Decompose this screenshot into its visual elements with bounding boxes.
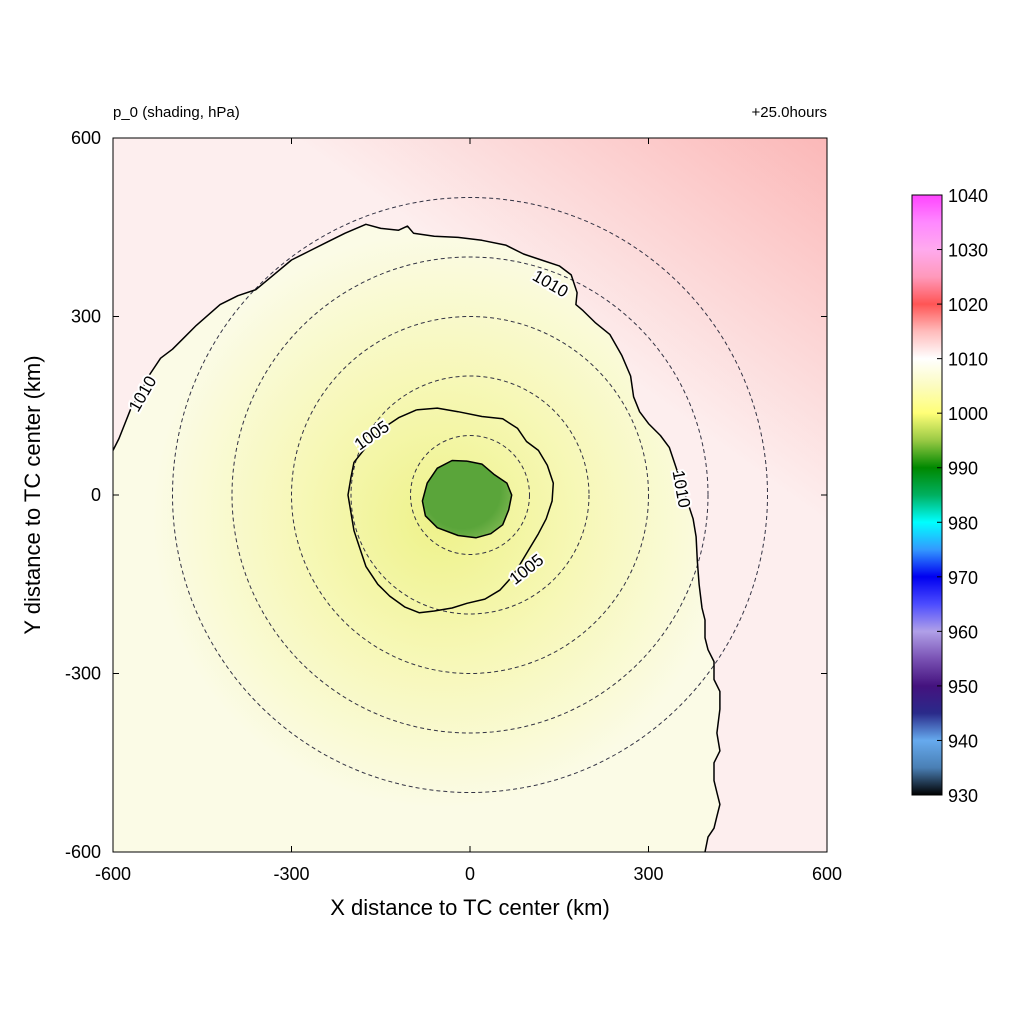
colorbar-tick-label: 940 [948, 731, 978, 751]
colorbar-tick-label: 1040 [948, 186, 988, 206]
colorbar-tick-label: 1000 [948, 404, 988, 424]
colorbar-tick-label: 980 [948, 513, 978, 533]
pressure-field-interior [113, 224, 720, 852]
colorbar-tick-label: 990 [948, 459, 978, 479]
x-tick-label: 0 [465, 864, 475, 884]
y-tick-label: -300 [65, 664, 101, 684]
range-ring-100 [410, 435, 530, 555]
y-tick-label: 0 [91, 485, 101, 505]
colorbar-tick-label: 1010 [948, 350, 988, 370]
isobar-1005 [347, 407, 555, 614]
y-tick-label: 600 [71, 128, 101, 148]
x-tick-label: -600 [95, 864, 131, 884]
x-axis-ticks: -600 -300 0 300 600 [95, 138, 842, 884]
x-tick-label: 600 [812, 864, 842, 884]
range-ring-400 [231, 256, 709, 734]
isobar-1010 [113, 223, 721, 852]
colorbar-tick-label: 930 [948, 786, 978, 806]
chart-title-right: +25.0hours [752, 104, 827, 121]
range-ring-300 [291, 316, 649, 674]
colorbar-ticks: 1040 1030 1020 1010 1000 990 980 970 960 950 940 93… [937, 186, 988, 806]
colorbar [911, 194, 943, 796]
range-ring-200 [350, 375, 590, 615]
colorbar-tick-label: 1030 [948, 241, 988, 261]
isobar-995 [421, 459, 513, 539]
colorbar-tick-label: 960 [948, 622, 978, 642]
x-tick-label: 300 [633, 864, 663, 884]
colorbar-tick-label: 1020 [948, 295, 988, 315]
range-ring-500 [172, 197, 768, 793]
y-tick-label: -600 [65, 842, 101, 862]
pressure-field-core [422, 460, 512, 538]
x-tick-label: -300 [273, 864, 309, 884]
x-axis-title: X distance to TC center (km) [330, 895, 610, 920]
y-tick-label: 300 [71, 307, 101, 327]
y-axis-ticks: -600 -300 0 300 600 [65, 128, 827, 862]
colorbar-tick-label: 950 [948, 677, 978, 697]
range-rings [172, 197, 768, 793]
y-axis-title: Y distance to TC center (km) [20, 355, 45, 634]
chart-title-left: p_0 (shading, hPa) [113, 104, 240, 121]
colorbar-tick-label: 970 [948, 568, 978, 588]
